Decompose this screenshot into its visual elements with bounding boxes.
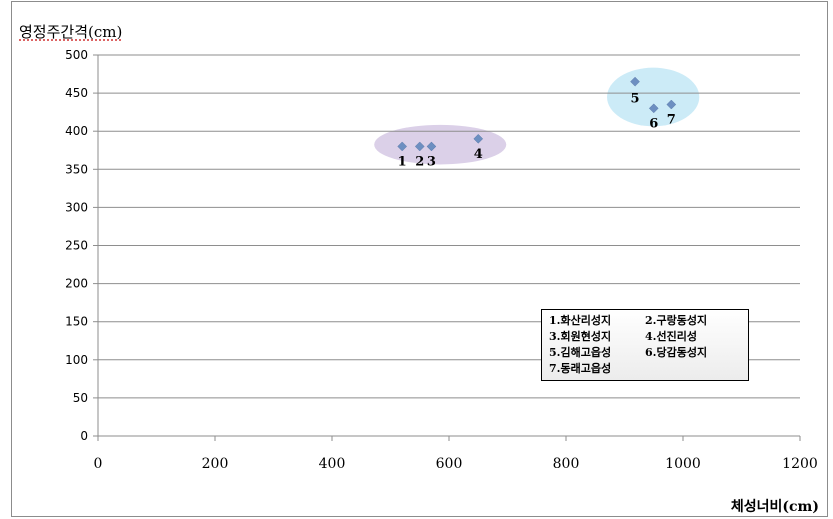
y-tick-label: 500 — [65, 48, 88, 62]
data-point — [666, 99, 677, 110]
legend-item: 7.동래고읍성 — [549, 362, 612, 375]
y-tick-label: 150 — [65, 315, 88, 329]
y-tick-label: 400 — [65, 124, 88, 138]
legend-item: 3.회원현성지 — [549, 330, 612, 343]
legend-item: 4.선진리성 — [645, 330, 697, 343]
data-point — [414, 141, 425, 152]
x-tick-label: 400 — [319, 456, 346, 472]
y-tick-label: 350 — [65, 162, 88, 176]
x-tick-label: 0 — [94, 456, 103, 472]
x-axis-title: 체성너비(cm) — [730, 499, 819, 515]
y-tick-label: 300 — [65, 200, 88, 214]
data-point-label: 6 — [649, 116, 658, 131]
cluster-ellipse — [374, 124, 507, 165]
x-tick-label: 200 — [202, 456, 229, 472]
data-point — [648, 103, 659, 114]
x-tick-label: 600 — [436, 456, 463, 472]
x-tick-label: 1200 — [782, 456, 818, 472]
legend-item: 5.김해고읍성 — [549, 346, 612, 359]
y-axis-title: 영정주간격(cm) — [19, 23, 123, 41]
y-tick-label: 50 — [73, 391, 88, 405]
y-tick-label: 250 — [65, 239, 88, 253]
data-point-label: 7 — [667, 113, 676, 128]
x-tick-label: 800 — [553, 456, 580, 472]
data-point — [397, 141, 408, 152]
y-tick-label: 0 — [80, 429, 88, 443]
data-point-label: 1 — [398, 154, 407, 169]
y-tick-label: 200 — [65, 277, 88, 291]
data-point-label: 2 — [415, 154, 424, 169]
y-tick-label: 100 — [65, 353, 88, 367]
legend-item: 2.구랑동성지 — [645, 314, 708, 327]
legend-item: 1.화산리성지 — [549, 314, 612, 327]
legend-item: 6.당감동성지 — [645, 346, 708, 359]
cluster-ellipse — [607, 67, 700, 127]
legend: 1.화산리성지 2.구랑동성지 3.회원현성지 4.선진리성 5.김해고읍성 6.당감… — [541, 309, 749, 381]
data-point-label: 3 — [427, 154, 436, 169]
data-point-label: 5 — [631, 92, 640, 107]
data-point — [426, 141, 437, 152]
data-point-label: 4 — [474, 147, 483, 162]
x-tick-label: 1000 — [665, 456, 701, 472]
data-point — [473, 133, 484, 144]
data-point — [630, 76, 640, 87]
y-tick-label: 450 — [65, 86, 88, 100]
